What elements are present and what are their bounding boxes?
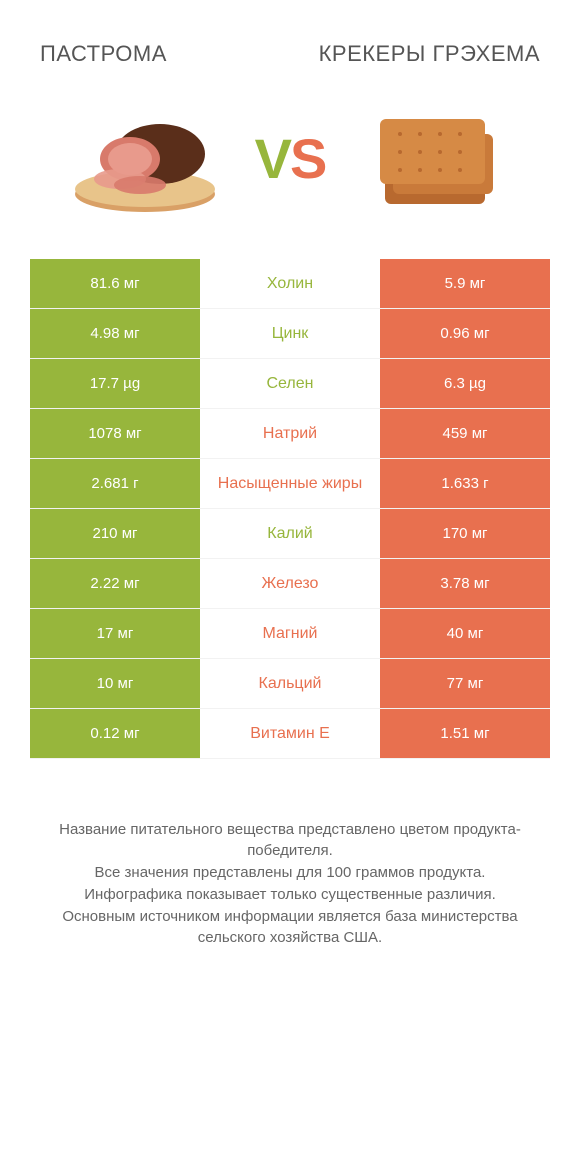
footnote-line: Основным источником информации является … — [30, 906, 550, 950]
nutrient-label: Витамин E — [200, 709, 380, 758]
vs-letter-s: S — [290, 127, 325, 190]
left-value: 2.22 мг — [30, 559, 200, 608]
left-value: 17.7 µg — [30, 359, 200, 408]
comparison-table: 81.6 мгХолин5.9 мг4.98 мгЦинк0.96 мг17.7… — [0, 259, 580, 759]
right-value: 1.633 г — [380, 459, 550, 508]
table-row: 81.6 мгХолин5.9 мг — [30, 259, 550, 309]
left-value: 17 мг — [30, 609, 200, 658]
right-value: 0.96 мг — [380, 309, 550, 358]
table-row: 0.12 мгВитамин E1.51 мг — [30, 709, 550, 759]
table-row: 2.22 мгЖелезо3.78 мг — [30, 559, 550, 609]
table-row: 17 мгМагний40 мг — [30, 609, 550, 659]
table-row: 17.7 µgСелен6.3 µg — [30, 359, 550, 409]
left-value: 2.681 г — [30, 459, 200, 508]
footnote-line: Все значения представлены для 100 граммо… — [30, 862, 550, 884]
vs-letter-v: V — [255, 127, 290, 190]
left-product-title: ПАСТРОМА — [40, 40, 290, 69]
table-row: 210 мгКалий170 мг — [30, 509, 550, 559]
left-value: 1078 мг — [30, 409, 200, 458]
nutrient-label: Железо — [200, 559, 380, 608]
table-row: 4.98 мгЦинк0.96 мг — [30, 309, 550, 359]
left-value: 0.12 мг — [30, 709, 200, 758]
left-value: 81.6 мг — [30, 259, 200, 308]
table-row: 10 мгКальций77 мг — [30, 659, 550, 709]
nutrient-label: Натрий — [200, 409, 380, 458]
nutrient-label: Кальций — [200, 659, 380, 708]
right-value: 170 мг — [380, 509, 550, 558]
nutrient-label: Калий — [200, 509, 380, 558]
nutrient-label: Насыщенные жиры — [200, 459, 380, 508]
cracker-image — [355, 99, 515, 219]
right-value: 40 мг — [380, 609, 550, 658]
right-value: 77 мг — [380, 659, 550, 708]
footnote-line: Название питательного вещества представл… — [30, 819, 550, 863]
footnote: Название питательного вещества представл… — [0, 759, 580, 950]
header: ПАСТРОМА КРЕКЕРЫ ГРЭХЕМА — [0, 0, 580, 89]
left-value: 4.98 мг — [30, 309, 200, 358]
table-row: 2.681 гНасыщенные жиры1.633 г — [30, 459, 550, 509]
nutrient-label: Селен — [200, 359, 380, 408]
nutrient-label: Холин — [200, 259, 380, 308]
footnote-line: Инфографика показывает только существенн… — [30, 884, 550, 906]
left-value: 210 мг — [30, 509, 200, 558]
vs-row: VS — [0, 89, 580, 259]
nutrient-label: Магний — [200, 609, 380, 658]
nutrient-label: Цинк — [200, 309, 380, 358]
vs-label: VS — [255, 126, 326, 191]
pastroma-image — [65, 99, 225, 219]
right-product-title: КРЕКЕРЫ ГРЭХЕМА — [290, 40, 540, 69]
right-value: 6.3 µg — [380, 359, 550, 408]
right-value: 1.51 мг — [380, 709, 550, 758]
right-value: 3.78 мг — [380, 559, 550, 608]
right-value: 5.9 мг — [380, 259, 550, 308]
right-value: 459 мг — [380, 409, 550, 458]
left-value: 10 мг — [30, 659, 200, 708]
table-row: 1078 мгНатрий459 мг — [30, 409, 550, 459]
